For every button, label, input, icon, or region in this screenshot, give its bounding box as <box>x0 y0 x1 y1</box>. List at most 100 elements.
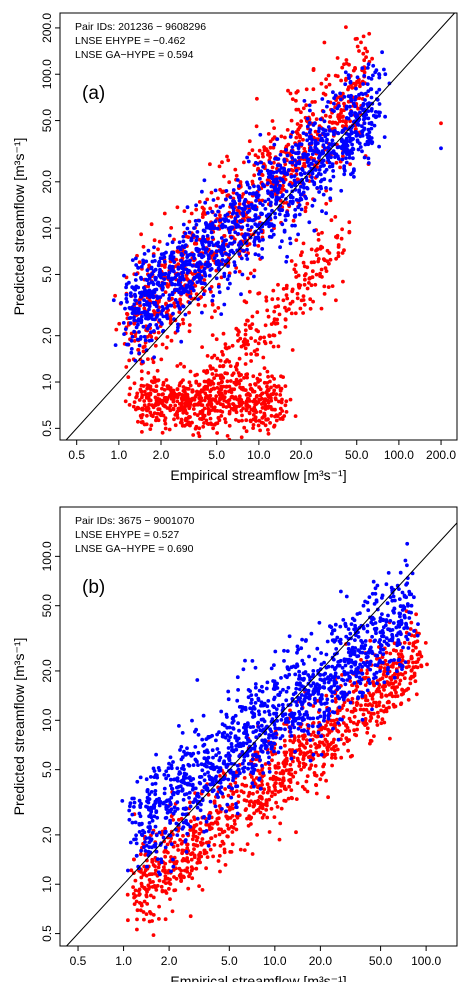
data-point <box>170 290 175 295</box>
data-point <box>290 748 294 752</box>
data-point <box>188 824 193 829</box>
data-point <box>150 830 155 835</box>
data-point <box>311 68 316 72</box>
data-point <box>269 184 274 189</box>
data-point <box>274 418 279 423</box>
data-point <box>145 310 150 315</box>
data-point <box>246 227 251 232</box>
data-point <box>291 168 295 173</box>
data-point <box>279 784 284 788</box>
data-point <box>299 693 304 697</box>
data-point <box>298 135 302 140</box>
data-point <box>192 256 197 261</box>
data-point <box>328 187 333 191</box>
data-point <box>388 651 393 656</box>
data-point <box>161 314 166 319</box>
data-point <box>249 225 254 230</box>
data-point <box>194 264 199 268</box>
data-point <box>357 141 362 146</box>
data-point <box>303 209 308 214</box>
data-point <box>256 155 261 160</box>
x-tick-label: 10.0 <box>247 448 271 462</box>
data-point <box>316 257 321 261</box>
data-point <box>392 658 396 662</box>
data-point <box>229 214 234 219</box>
data-point <box>252 274 256 279</box>
data-point <box>219 373 224 378</box>
data-point <box>318 271 322 276</box>
data-point <box>411 641 416 646</box>
data-point <box>251 426 256 430</box>
data-point <box>168 877 172 882</box>
data-point <box>331 718 336 723</box>
data-point <box>268 145 273 150</box>
data-point <box>197 857 201 862</box>
data-point <box>141 910 146 914</box>
data-point <box>123 306 127 311</box>
data-point <box>368 87 373 92</box>
data-point <box>331 130 336 134</box>
data-point <box>396 652 401 656</box>
data-point <box>299 184 303 189</box>
data-point <box>395 694 400 698</box>
data-point <box>168 408 173 413</box>
data-point <box>147 402 152 407</box>
panel-label: (a) <box>82 83 105 104</box>
data-point <box>229 395 234 400</box>
data-point <box>258 428 262 433</box>
data-point <box>275 137 280 142</box>
data-point <box>164 301 168 306</box>
data-point <box>384 706 389 711</box>
data-point <box>202 278 207 282</box>
data-point <box>323 677 327 682</box>
data-point <box>159 884 164 889</box>
data-point <box>276 304 281 309</box>
data-point <box>227 423 232 428</box>
data-point <box>239 256 244 261</box>
data-point <box>120 799 125 803</box>
data-point <box>369 739 374 743</box>
data-point <box>212 256 217 260</box>
data-point <box>362 58 367 63</box>
data-point <box>199 276 204 280</box>
data-point <box>293 215 297 219</box>
data-point <box>301 131 306 136</box>
data-point <box>173 298 178 302</box>
data-point <box>223 417 227 421</box>
data-point <box>294 700 298 704</box>
data-point <box>139 315 144 319</box>
data-point <box>225 379 230 384</box>
data-point <box>226 689 231 694</box>
data-point <box>294 830 298 835</box>
data-point <box>226 264 230 268</box>
data-point <box>266 191 271 196</box>
data-point <box>229 742 234 746</box>
data-point <box>226 226 231 231</box>
data-point <box>153 871 158 876</box>
y-tick-label: 200.0 <box>40 13 54 43</box>
data-point <box>148 295 152 299</box>
data-point <box>189 852 193 857</box>
data-point <box>311 87 316 92</box>
data-point <box>287 672 292 677</box>
data-point <box>260 151 265 156</box>
data-point <box>229 235 234 240</box>
data-point <box>249 336 254 341</box>
data-point <box>256 216 261 220</box>
data-point <box>389 691 394 696</box>
data-point <box>182 875 186 880</box>
data-point <box>216 285 221 289</box>
data-point <box>173 403 178 408</box>
data-point <box>153 395 158 400</box>
data-point <box>204 866 209 871</box>
data-point <box>383 72 388 77</box>
data-point <box>176 406 181 411</box>
data-point <box>265 704 270 709</box>
data-point <box>275 317 279 322</box>
data-point <box>130 258 135 262</box>
data-point <box>282 784 287 789</box>
data-point <box>181 234 186 239</box>
data-point <box>221 841 226 846</box>
data-point <box>262 339 267 344</box>
data-point <box>155 857 160 861</box>
